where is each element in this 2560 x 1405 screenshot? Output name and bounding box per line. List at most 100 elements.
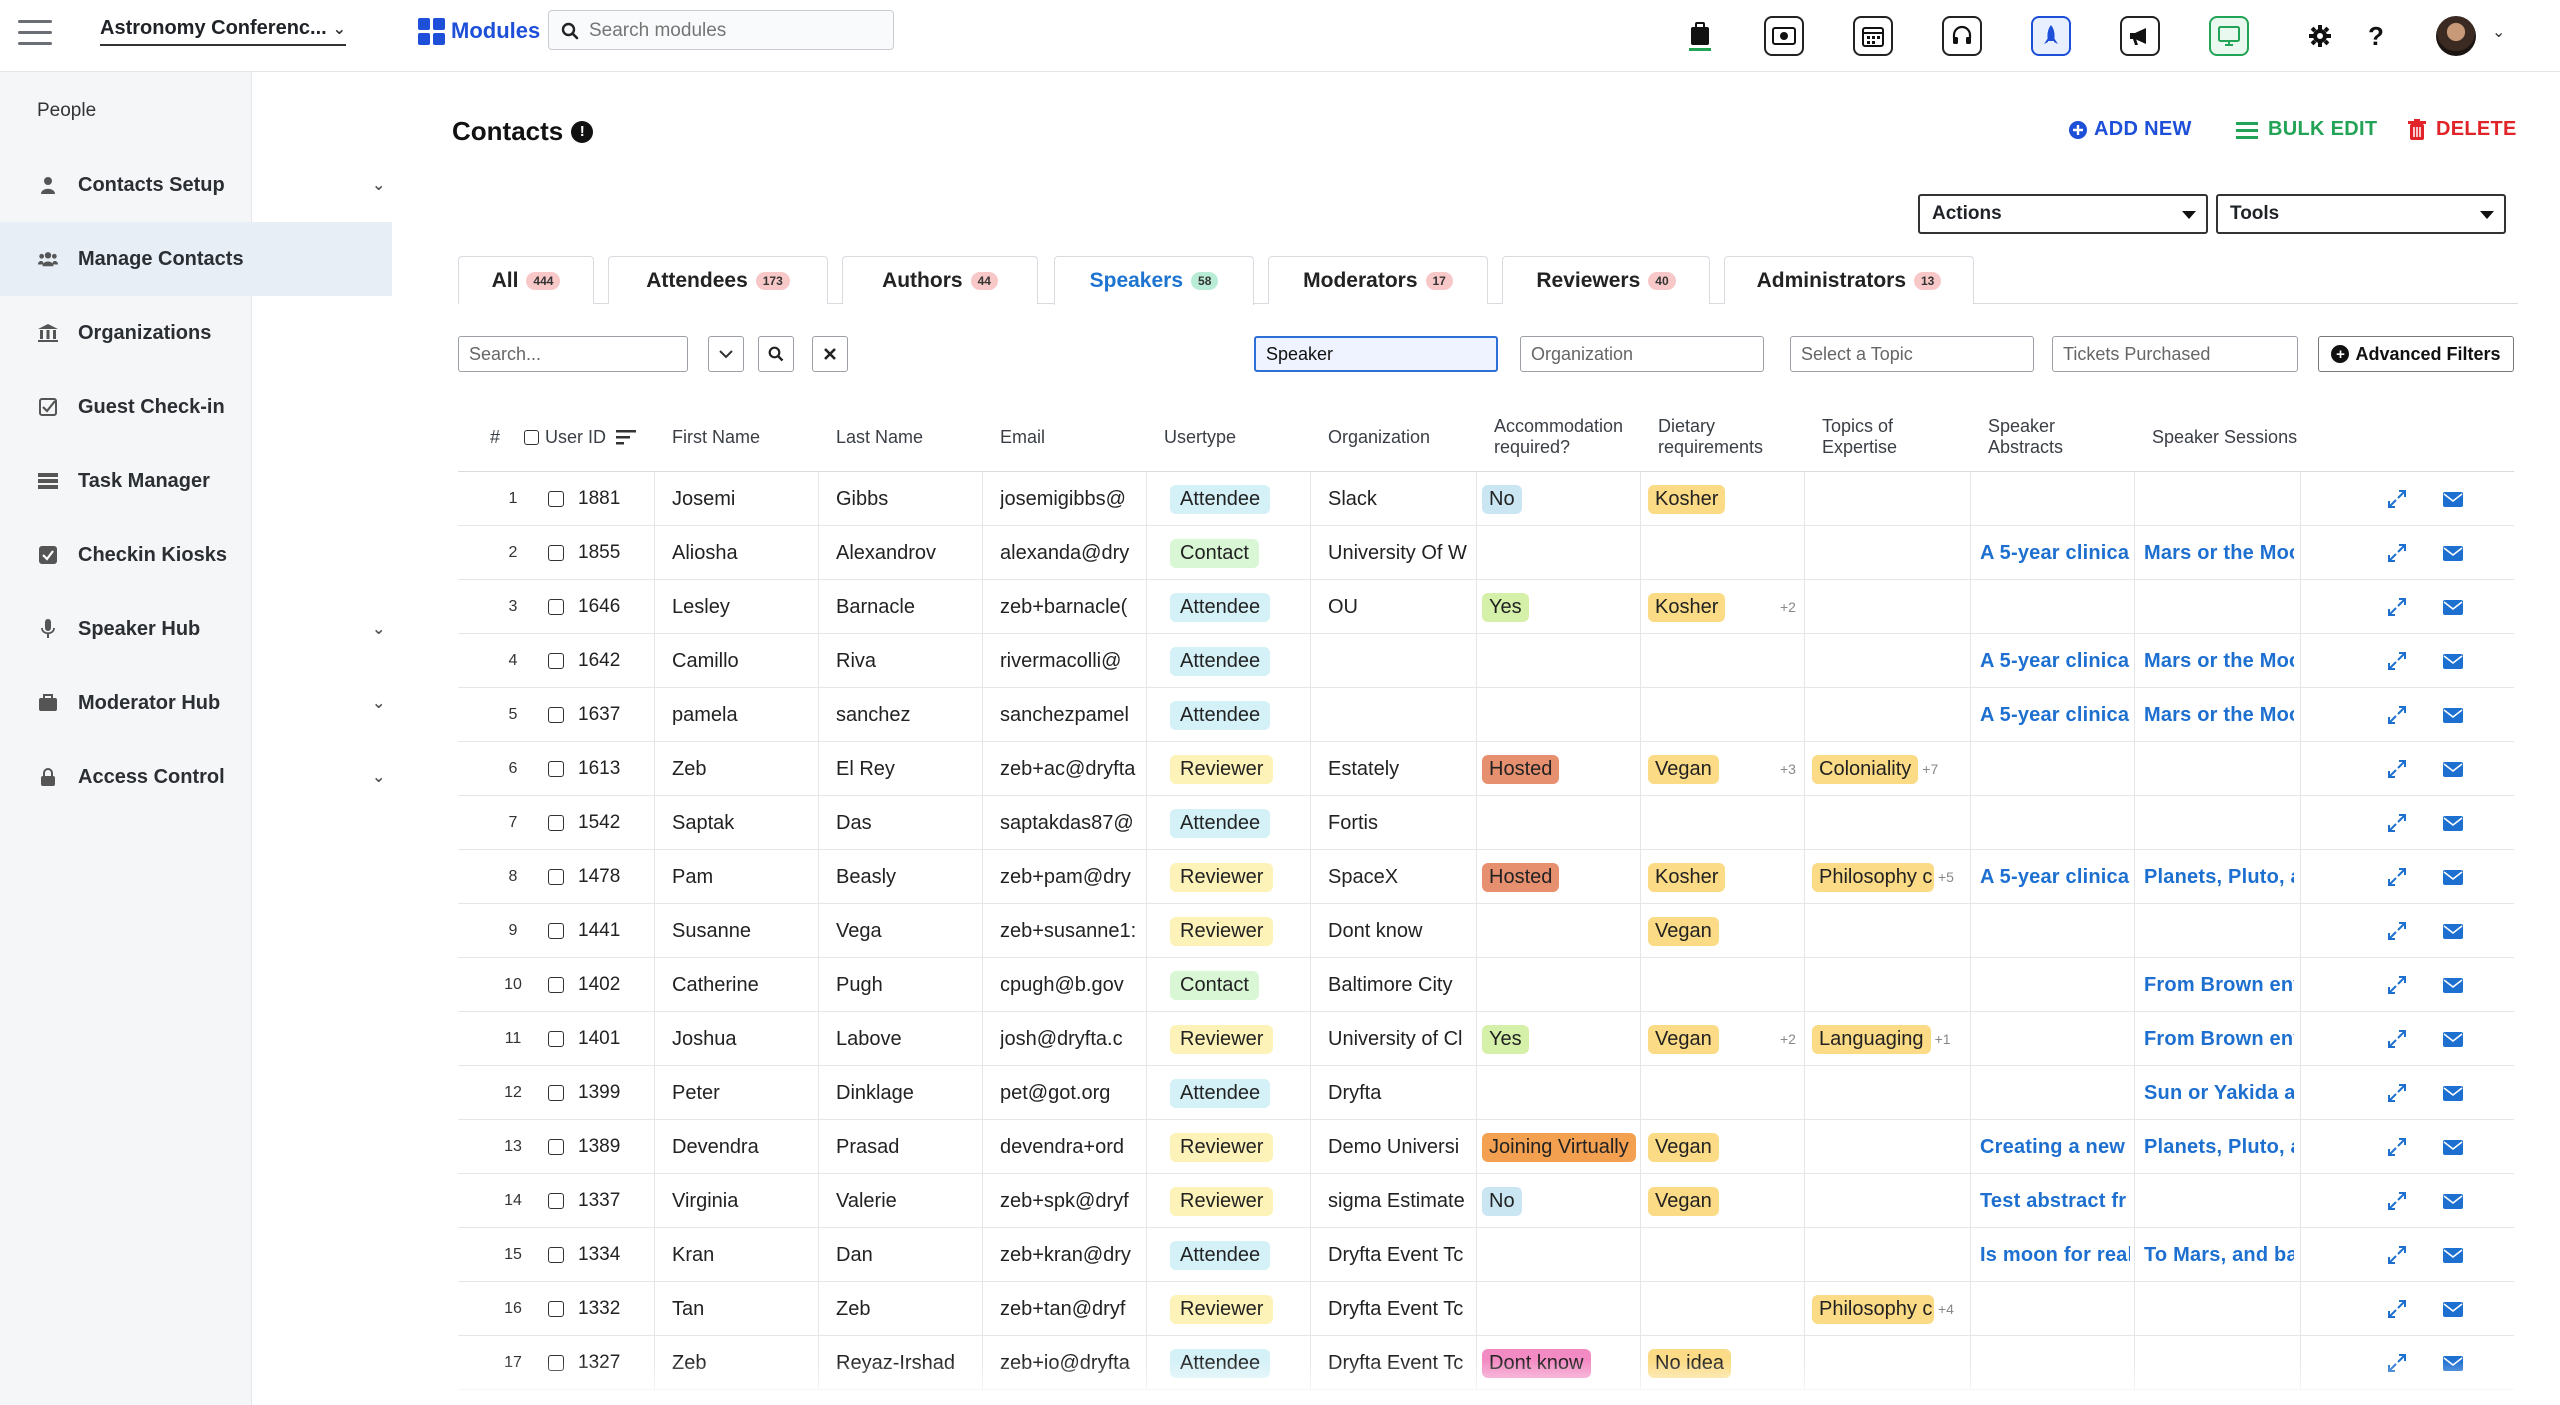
email[interactable]: zeb+susanne1: xyxy=(1000,919,1137,942)
organization[interactable]: Baltimore City xyxy=(1328,973,1453,996)
more-count[interactable]: +4 xyxy=(1938,1301,1954,1317)
row-checkbox[interactable] xyxy=(548,545,564,561)
speaker-abstract-link[interactable]: A 5-year clinical xyxy=(1980,703,2130,726)
usertype-filter[interactable]: Speaker xyxy=(1254,336,1498,372)
bulk-edit-button[interactable]: BULK EDIT xyxy=(2236,118,2377,141)
email[interactable]: sanchezpamel xyxy=(1000,703,1129,726)
row-checkbox[interactable] xyxy=(548,815,564,831)
envelope-icon[interactable] xyxy=(2438,472,2468,526)
megaphone-icon[interactable] xyxy=(2120,16,2160,56)
sidebar-item-access-control[interactable]: Access Control ⌄ xyxy=(0,740,392,814)
col-last-name[interactable]: Last Name xyxy=(836,426,924,447)
organization[interactable]: Dryfta xyxy=(1328,1081,1382,1104)
first-name[interactable]: Zeb xyxy=(672,757,707,780)
expand-icon[interactable] xyxy=(2382,1120,2412,1174)
speaker-abstract-link[interactable]: Is moon for real xyxy=(1980,1243,2130,1266)
email[interactable]: zeb+barnacle( xyxy=(1000,595,1128,618)
table-row[interactable]: 13 1389 Devendra Prasad devendra+ord Reviewer… xyxy=(458,1120,2514,1174)
table-row[interactable]: 8 1478 Pam Beasly zeb+pam@dry Reviewer SpaceX H… xyxy=(458,850,2514,904)
envelope-icon[interactable] xyxy=(2438,688,2468,742)
tools-select[interactable]: Tools xyxy=(2216,194,2506,234)
speaker-session-link[interactable]: Planets, Pluto, a xyxy=(2144,865,2294,888)
organization[interactable]: OU xyxy=(1328,595,1358,618)
envelope-icon[interactable] xyxy=(2438,1228,2468,1282)
expand-icon[interactable] xyxy=(2382,1228,2412,1282)
expand-icon[interactable] xyxy=(2382,1012,2412,1066)
speaker-session-link[interactable]: From Brown env xyxy=(2144,973,2294,996)
expand-icon[interactable] xyxy=(2382,904,2412,958)
speaker-abstract-link[interactable]: A 5-year clinical xyxy=(1980,649,2130,672)
table-row[interactable]: 10 1402 Catherine Pugh cpugh@b.gov Contact Bal… xyxy=(458,958,2514,1012)
first-name[interactable]: Josemi xyxy=(672,487,736,510)
table-row[interactable]: 4 1642 Camillo Riva rivermacolli@ Attendee A 5… xyxy=(458,634,2514,688)
first-name[interactable]: Catherine xyxy=(672,973,759,996)
first-name[interactable]: pamela xyxy=(672,703,738,726)
headset-icon[interactable] xyxy=(1942,16,1982,56)
email[interactable]: zeb+kran@dry xyxy=(1000,1243,1131,1266)
envelope-icon[interactable] xyxy=(2438,634,2468,688)
envelope-icon[interactable] xyxy=(2438,742,2468,796)
organization[interactable]: Demo Universi xyxy=(1328,1135,1460,1158)
search-button[interactable] xyxy=(758,336,794,372)
tab-moderators[interactable]: Moderators 17 xyxy=(1268,256,1488,304)
first-name[interactable]: Camillo xyxy=(672,649,739,672)
sidebar-item-checkin-kiosks[interactable]: Checkin Kiosks xyxy=(0,518,392,592)
rocket-icon[interactable] xyxy=(2031,16,2071,56)
envelope-icon[interactable] xyxy=(2438,904,2468,958)
last-name[interactable]: Riva xyxy=(836,649,877,672)
user-menu[interactable]: ⌄ xyxy=(2436,16,2526,56)
last-name[interactable]: Gibbs xyxy=(836,487,889,510)
advanced-filters-button[interactable]: + Advanced Filters xyxy=(2318,336,2514,372)
expand-icon[interactable] xyxy=(2382,796,2412,850)
speaker-abstract-link[interactable]: A 5-year clinical xyxy=(1980,865,2130,888)
col-usertype[interactable]: Usertype xyxy=(1164,426,1237,447)
tab-authors[interactable]: Authors 44 xyxy=(842,256,1038,304)
expand-icon[interactable] xyxy=(2382,526,2412,580)
organization[interactable]: Dont know xyxy=(1328,919,1423,942)
actions-select[interactable]: Actions xyxy=(1918,194,2208,234)
last-name[interactable]: Vega xyxy=(836,919,882,942)
col-accommodation[interactable]: Accommodation required? xyxy=(1494,416,1624,457)
dropdown-button[interactable] xyxy=(708,336,744,372)
select-all-checkbox[interactable] xyxy=(524,429,539,445)
help-icon[interactable]: ? xyxy=(2368,20,2384,51)
last-name[interactable]: Pugh xyxy=(836,973,883,996)
last-name[interactable]: Valerie xyxy=(836,1189,897,1212)
col-dietary[interactable]: Dietary requirements xyxy=(1658,416,1764,457)
email[interactable]: saptakdas87@ xyxy=(1000,811,1134,834)
last-name[interactable]: Barnacle xyxy=(836,595,915,618)
envelope-icon[interactable] xyxy=(2438,1012,2468,1066)
more-count[interactable]: +5 xyxy=(1938,869,1954,885)
row-checkbox[interactable] xyxy=(548,761,564,777)
table-row[interactable]: 6 1613 Zeb El Rey zeb+ac@dryfta Reviewer Estat… xyxy=(458,742,2514,796)
email[interactable]: zeb+spk@dryf xyxy=(1000,1189,1129,1212)
col-topics[interactable]: Topics of Expertise xyxy=(1822,416,1898,457)
table-row[interactable]: 15 1334 Kran Dan zeb+kran@dry Attendee Dryfta … xyxy=(458,1228,2514,1282)
first-name[interactable]: Devendra xyxy=(672,1135,759,1158)
delete-button[interactable]: DELETE xyxy=(2408,118,2517,141)
email[interactable]: zeb+tan@dryf xyxy=(1000,1297,1126,1320)
email[interactable]: josemigibbs@ xyxy=(1000,487,1126,510)
last-name[interactable]: Dinklage xyxy=(836,1081,914,1104)
event-selector[interactable]: Astronomy Conferenc... ⌄ xyxy=(100,14,346,46)
more-count[interactable]: +1 xyxy=(1934,1031,1951,1047)
tab-attendees[interactable]: Attendees 173 xyxy=(608,256,828,304)
email[interactable]: josh@dryfta.c xyxy=(1000,1027,1123,1050)
expand-icon[interactable] xyxy=(2382,688,2412,742)
sidebar-item-moderator-hub[interactable]: Moderator Hub ⌄ xyxy=(0,666,392,740)
envelope-icon[interactable] xyxy=(2438,1174,2468,1228)
first-name[interactable]: Joshua xyxy=(672,1027,737,1050)
expand-icon[interactable] xyxy=(2382,1282,2412,1336)
table-row[interactable]: 1 1881 Josemi Gibbs josemigibbs@ Attendee Slac… xyxy=(458,472,2514,526)
table-row[interactable]: 14 1337 Virginia Valerie zeb+spk@dryf Reviewe… xyxy=(458,1174,2514,1228)
first-name[interactable]: Aliosha xyxy=(672,541,738,564)
email[interactable]: zeb+ac@dryfta xyxy=(1000,757,1136,780)
envelope-icon[interactable] xyxy=(2438,580,2468,634)
module-search[interactable] xyxy=(548,10,894,50)
speaker-session-link[interactable]: To Mars, and ba xyxy=(2144,1243,2294,1266)
col-sessions[interactable]: Speaker Sessions xyxy=(2152,426,2298,447)
table-row[interactable]: 11 1401 Joshua Labove josh@dryfta.c Reviewer U… xyxy=(458,1012,2514,1066)
last-name[interactable]: sanchez xyxy=(836,703,911,726)
speaker-abstract-link[interactable]: Creating a new xyxy=(1980,1135,2126,1158)
modules-button[interactable]: Modules xyxy=(418,16,540,46)
